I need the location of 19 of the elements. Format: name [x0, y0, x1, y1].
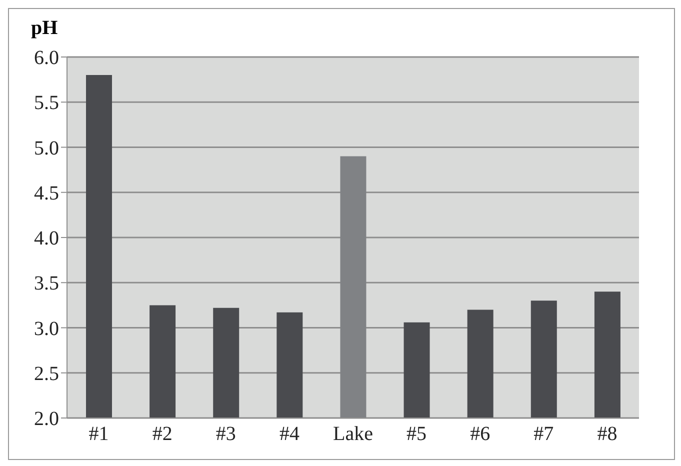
y-tick-label: 5.5: [34, 92, 59, 114]
x-tick-label: #5: [406, 423, 427, 446]
x-tick-label: #6: [470, 423, 490, 446]
y-tick-label: 6.0: [34, 47, 59, 70]
x-tick-label: #2: [152, 423, 172, 446]
x-tick-label: #4: [279, 423, 300, 446]
y-tick-label: 2.5: [34, 362, 59, 385]
x-tick-label: #1: [88, 423, 109, 446]
y-axis-title: pH: [31, 17, 58, 40]
y-tick-label: 4.0: [34, 228, 59, 250]
x-tick-label: Lake: [333, 423, 374, 446]
y-tick-label: 5.0: [34, 137, 59, 160]
y-tick-label: 2.0: [34, 408, 59, 430]
x-tick-label: #3: [216, 423, 236, 446]
y-tick-label: 3.5: [34, 272, 59, 295]
x-tick-label: #8: [597, 423, 618, 446]
y-tick-label: 3.0: [34, 318, 59, 340]
x-tick-label: #7: [534, 423, 554, 446]
y-tick-label: 4.5: [34, 182, 59, 204]
